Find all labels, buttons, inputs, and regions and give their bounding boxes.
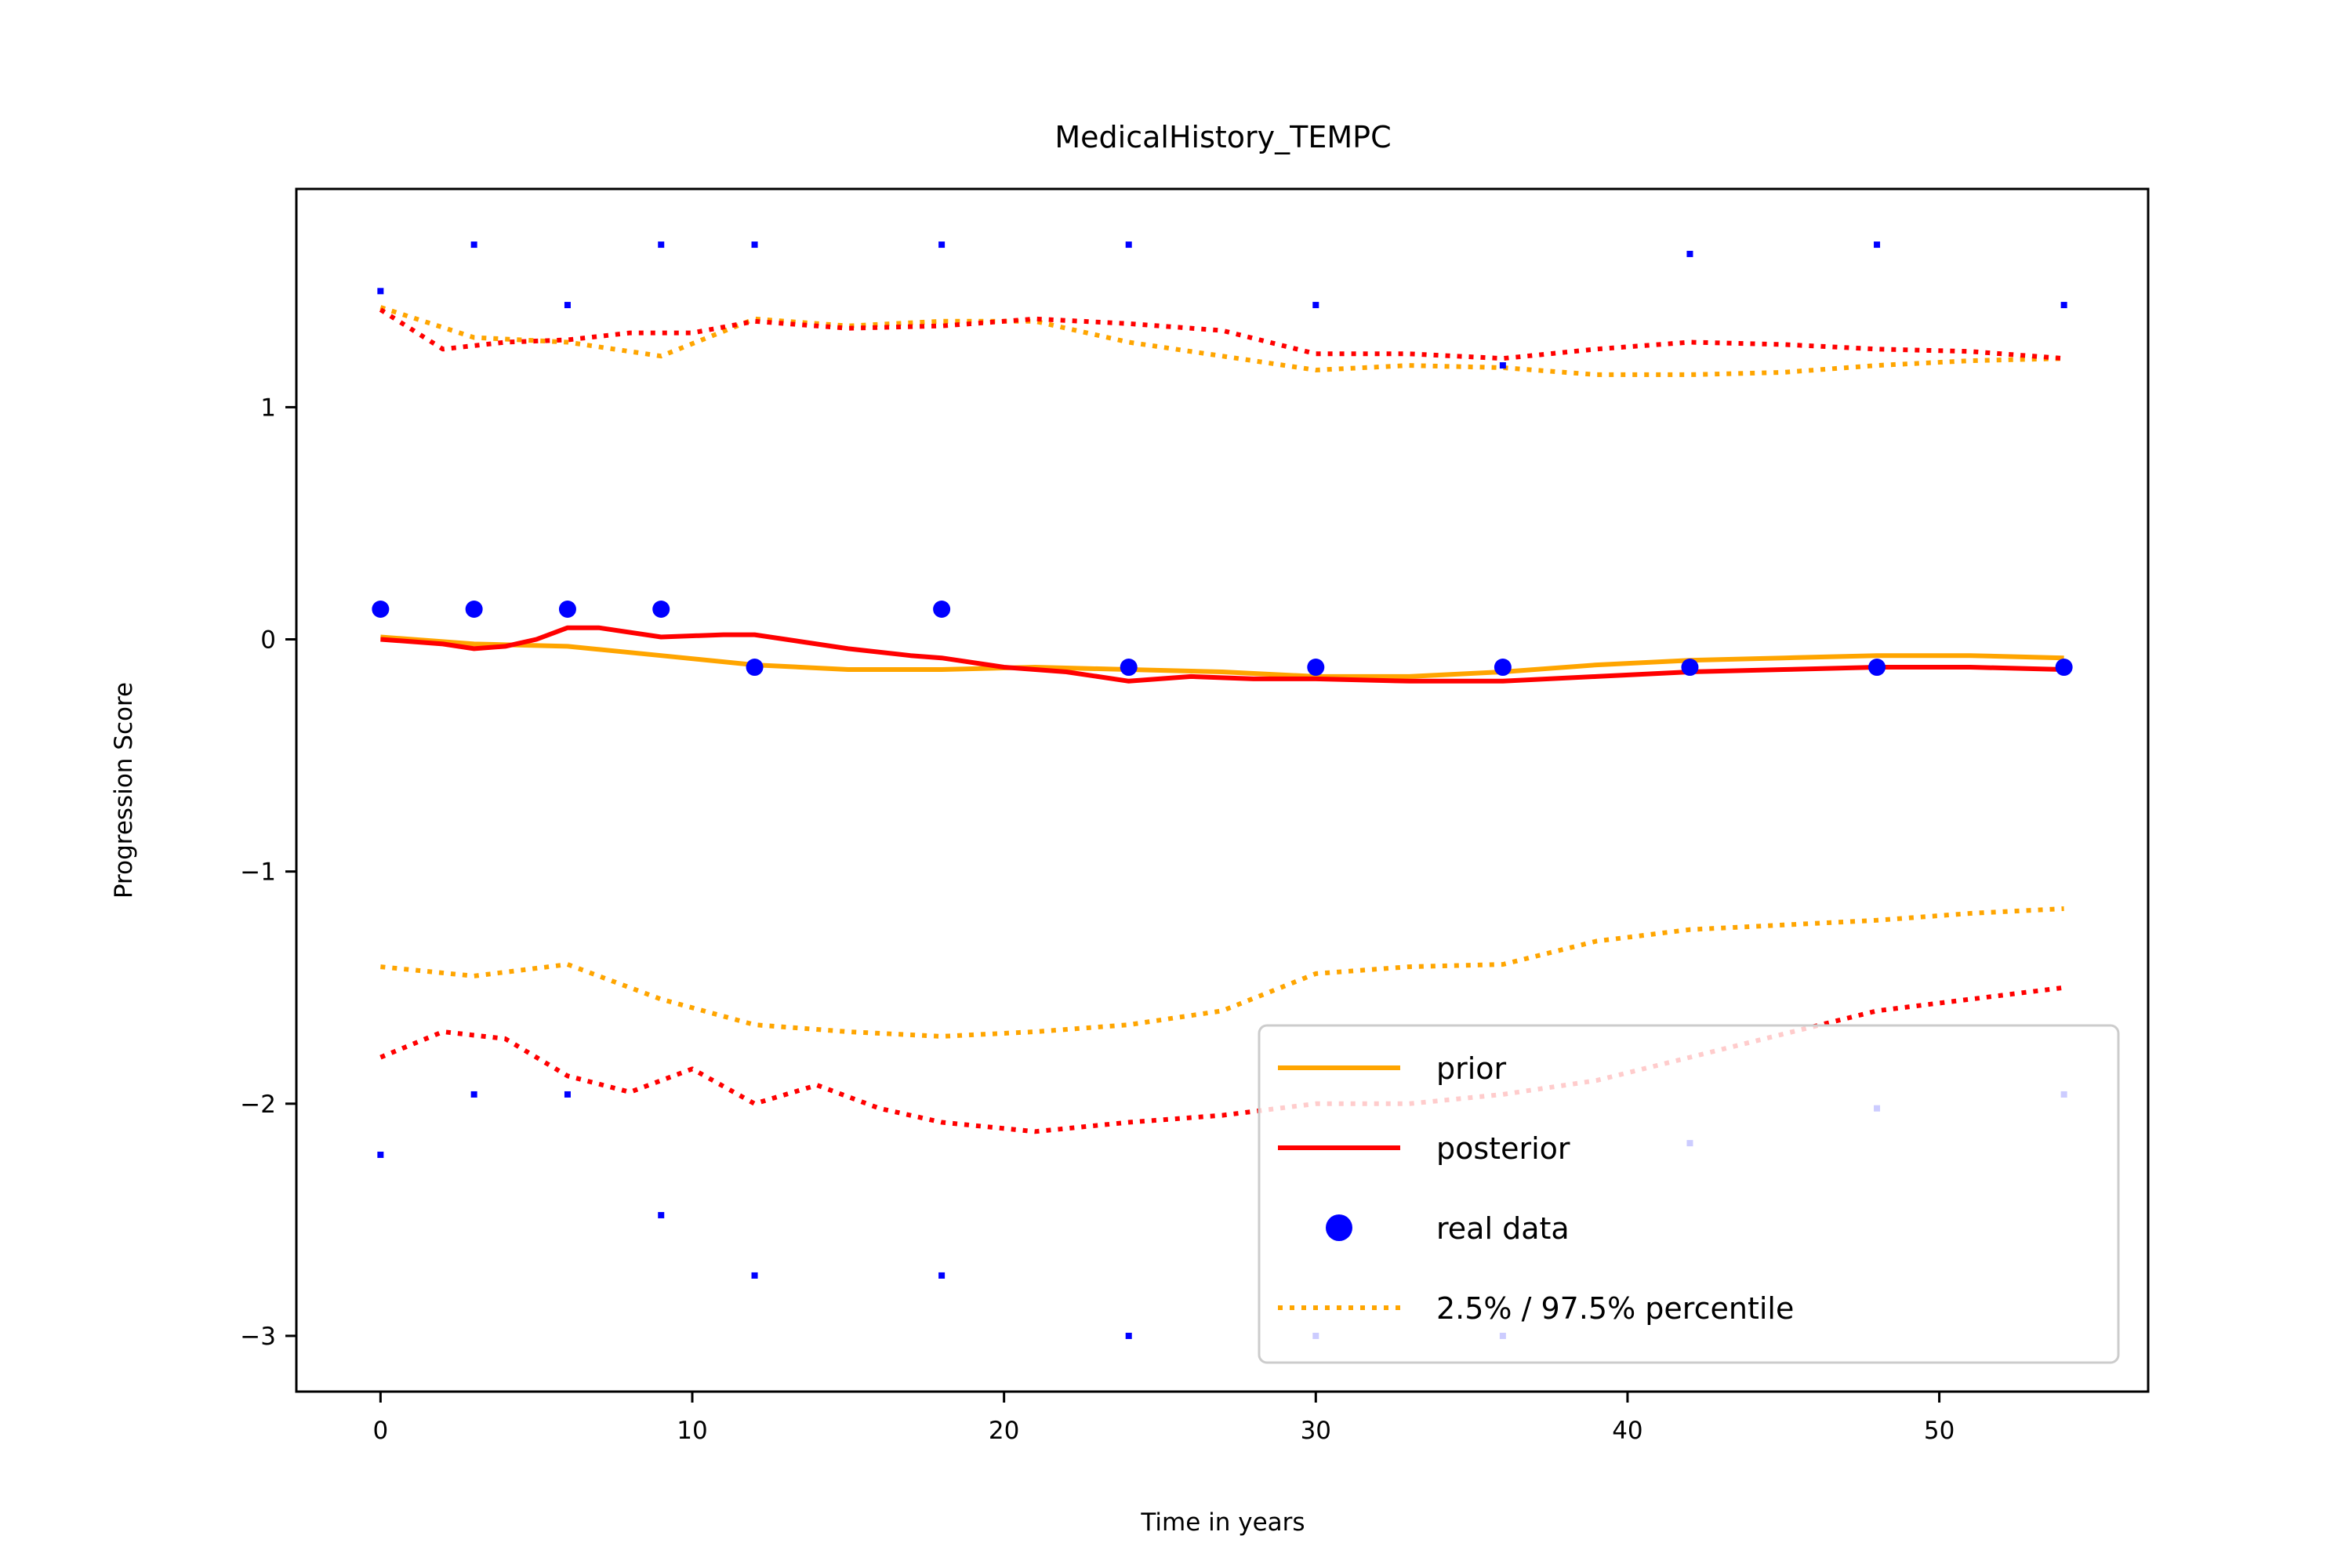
legend-label-1: posterior [1436, 1131, 1570, 1166]
real-data-point-10 [1868, 659, 1886, 677]
real-data-small-point-3 [658, 241, 665, 249]
x-tick-label-5: 50 [1924, 1417, 1955, 1445]
y-tick-label-1: 0 [260, 626, 276, 655]
y-tick-label-3: −2 [240, 1091, 276, 1119]
real-data-small-point-9 [1686, 250, 1693, 257]
real-data-point-3 [652, 601, 670, 619]
real-data-small-point-12 [377, 1151, 384, 1158]
legend-label-3: 2.5% / 97.5% percentile [1436, 1291, 1794, 1326]
real-data-point-1 [465, 601, 483, 619]
y-tick-label-2: −1 [240, 858, 276, 887]
x-tick-label-3: 30 [1301, 1417, 1331, 1445]
real-data-small-point-14 [564, 1091, 571, 1098]
plot-area-frame [295, 187, 2150, 1393]
legend-box [1258, 1024, 2120, 1364]
real-data-small-point-18 [1125, 1332, 1132, 1339]
real-data-small-point-15 [658, 1211, 665, 1218]
real-data-point-6 [1120, 659, 1138, 677]
real-data-small-point-5 [938, 241, 946, 249]
points-layer [372, 241, 2073, 1339]
x-axis: 0 10 20 30 40 50 [372, 1392, 1955, 1445]
real-data-small-point-13 [470, 1091, 477, 1098]
real-data-small-point-0 [377, 288, 384, 295]
real-data-small-point-11 [2060, 302, 2067, 309]
real-data-small-point-2 [564, 302, 571, 309]
legend: prior posterior real data 2.5% / 97.5% perc… [1258, 1024, 2120, 1364]
real-data-point-9 [1681, 659, 1699, 677]
x-tick-label-4: 40 [1612, 1417, 1642, 1445]
real-data-small-point-1 [470, 241, 477, 249]
y-tick-label-4: −3 [240, 1323, 276, 1351]
chart-title: MedicalHistory_TEMPC [1054, 120, 1391, 154]
real-data-point-0 [372, 601, 390, 619]
real-data-point-2 [558, 601, 576, 619]
real-data-point-4 [746, 659, 764, 677]
real-data-small-point-6 [1125, 241, 1132, 249]
real-data-small-point-10 [1874, 241, 1881, 249]
series-line-1 [380, 625, 2064, 684]
real-data-point-5 [933, 601, 951, 619]
real-data-small-point-8 [1499, 362, 1506, 369]
x-axis-label: Time in years [1140, 1508, 1305, 1537]
legend-label-2: real data [1436, 1211, 1570, 1246]
x-tick-label-2: 20 [989, 1417, 1019, 1445]
series-line-0 [380, 634, 2064, 679]
series-line-3 [380, 906, 2064, 1039]
real-data-small-point-16 [751, 1272, 758, 1279]
x-tick-label-1: 10 [677, 1417, 707, 1445]
real-data-small-point-7 [1312, 302, 1319, 309]
series-line-4 [379, 307, 2064, 361]
real-data-point-11 [2055, 659, 2073, 677]
real-data-small-point-17 [938, 1272, 946, 1279]
real-data-point-7 [1307, 659, 1325, 677]
y-tick-label-0: 1 [260, 394, 276, 422]
real-data-small-point-4 [751, 241, 758, 249]
legend-label-0: prior [1436, 1051, 1507, 1086]
legend-marker-2 [1326, 1214, 1352, 1241]
series-line-2 [379, 305, 2064, 377]
y-axis: 1 0 −1 −2 −3 [240, 394, 296, 1351]
x-tick-label-0: 0 [372, 1417, 388, 1445]
y-axis-label: Progression Score [110, 682, 138, 898]
real-data-point-8 [1494, 659, 1512, 677]
